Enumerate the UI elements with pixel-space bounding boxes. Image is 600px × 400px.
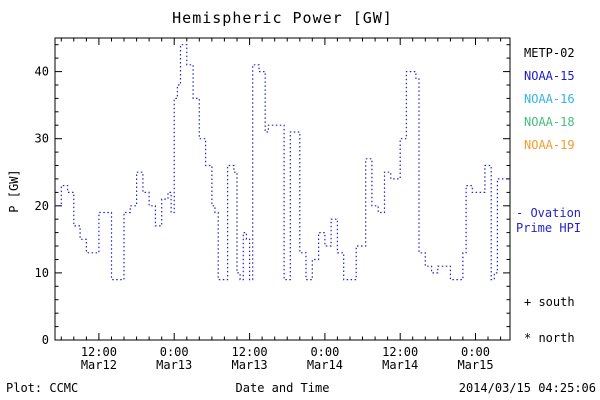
x-tick-date-label: Mar13: [156, 358, 192, 372]
legend-item-noaa19: NOAA-19: [524, 138, 575, 152]
x-tick-date-label: Mar14: [382, 358, 418, 372]
legend-item-noaa16: NOAA-16: [524, 92, 575, 106]
x-tick-time-label: 12:00: [232, 345, 268, 359]
x-tick-time-label: 0:00: [461, 345, 490, 359]
ovation-label-line1: - Ovation: [516, 206, 582, 220]
legend-item-metp02: METP-02: [524, 46, 575, 60]
legend-south-marker: + south: [524, 295, 575, 309]
hpi-data-line: [55, 44, 510, 281]
plot-credit: Plot: CCMC: [6, 381, 79, 395]
y-tick-label: 30: [35, 132, 49, 146]
legend-item-noaa18: NOAA-18: [524, 115, 575, 129]
x-tick-date-label: Mar15: [457, 358, 493, 372]
x-tick-time-label: 12:00: [382, 345, 418, 359]
y-tick-label: 20: [35, 199, 49, 213]
legend-ovation-prime-hpi: - Ovation Prime HPI: [516, 206, 581, 236]
x-axis-label: Date and Time: [235, 381, 330, 395]
plot-timestamp: 2014/03/15 04:25:06: [458, 381, 596, 395]
plot-title: Hemispheric Power [GW]: [172, 9, 393, 27]
x-tick-time-label: 0:00: [310, 345, 339, 359]
y-tick-label: 10: [35, 266, 49, 280]
axes-frame: [54, 37, 511, 341]
legend-item-noaa15: NOAA-15: [524, 69, 575, 83]
x-tick-date-label: Mar14: [307, 358, 343, 372]
x-tick-date-label: Mar12: [81, 358, 117, 372]
y-tick-label: 40: [35, 65, 49, 79]
x-tick-time-label: 0:00: [160, 345, 189, 359]
y-tick-label: 0: [42, 333, 49, 347]
x-tick-time-label: 12:00: [81, 345, 117, 359]
x-tick-date-label: Mar13: [232, 358, 268, 372]
legend-north-marker: * north: [524, 331, 575, 345]
satellite-legend: METP-02 NOAA-15 NOAA-16 NOAA-18 NOAA-19: [524, 42, 575, 157]
ovation-label-line2: Prime HPI: [516, 221, 582, 235]
